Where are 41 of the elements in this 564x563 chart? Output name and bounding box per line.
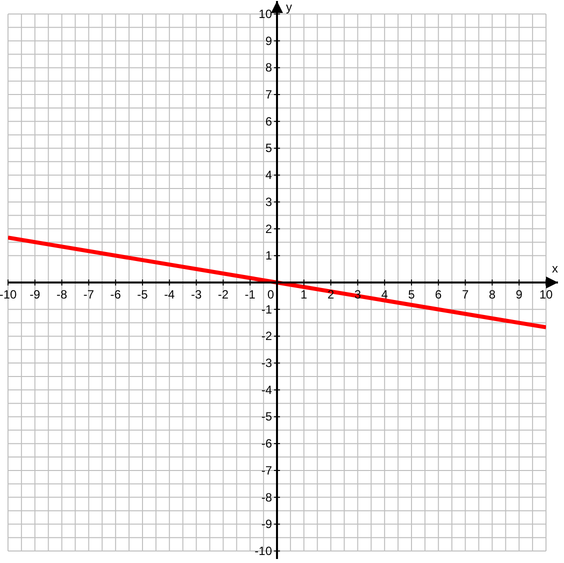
- x-tick-label: 0: [267, 288, 274, 302]
- x-axis-title: x: [552, 262, 558, 276]
- y-tick-label: 9: [265, 34, 272, 48]
- x-tick-label: 10: [539, 288, 553, 302]
- y-tick-label: 6: [265, 114, 272, 128]
- x-tick-label: 7: [462, 288, 469, 302]
- x-tick-label: 1: [300, 288, 308, 302]
- x-tick-label: -7: [83, 288, 94, 302]
- x-tick-label: -4: [164, 288, 176, 302]
- y-tick-label: 2: [265, 222, 272, 236]
- y-tick-label: -2: [261, 329, 272, 344]
- x-tick-label: -3: [190, 288, 202, 302]
- x-tick-label: 5: [408, 288, 416, 302]
- x-tick-label: -5: [137, 288, 148, 302]
- x-tick-label: -9: [30, 288, 41, 302]
- y-tick-label: -10: [254, 544, 272, 558]
- x-tick-label: -1: [244, 288, 256, 302]
- y-tick-label: -4: [261, 382, 272, 397]
- x-tick-label: -6: [110, 288, 122, 302]
- y-tick-label: 3: [265, 194, 272, 209]
- x-tick-label: -2: [218, 288, 229, 302]
- x-tick-label: -8: [56, 288, 68, 302]
- y-tick-label: 1: [265, 248, 272, 263]
- y-tick-label: 5: [265, 141, 272, 156]
- x-tick-label: -10: [0, 288, 17, 302]
- y-tick-label: 8: [265, 60, 272, 75]
- y-tick-label: -3: [261, 356, 272, 370]
- x-tick-label: 4: [381, 288, 388, 302]
- x-tick-label: 8: [488, 288, 496, 302]
- y-tick-label: 7: [265, 88, 272, 102]
- y-tick-label: -6: [261, 436, 272, 451]
- y-tick-label: 4: [265, 168, 272, 182]
- y-tick-label: -8: [261, 490, 272, 504]
- x-tick-label: 6: [435, 288, 442, 302]
- y-tick-label: -5: [261, 410, 272, 424]
- y-axis-title: y: [286, 0, 292, 14]
- y-tick-label: -9: [261, 517, 272, 532]
- y-tick-label: -7: [261, 463, 272, 478]
- y-tick-label: 10: [258, 7, 272, 21]
- x-tick-label: 9: [516, 288, 523, 302]
- y-tick-label: -1: [261, 302, 272, 316]
